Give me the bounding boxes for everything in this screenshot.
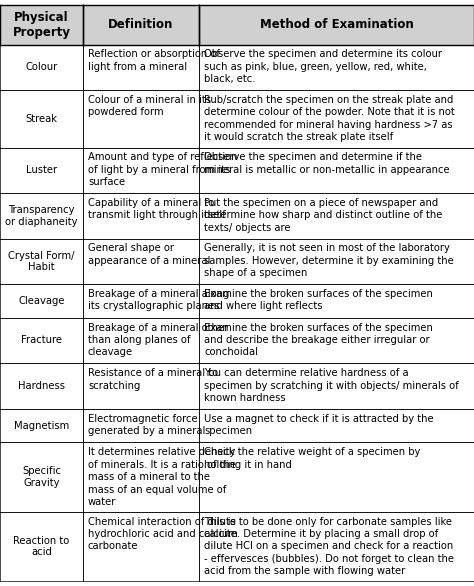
Bar bbox=[199, 318, 474, 363]
Bar bbox=[83, 284, 199, 318]
Text: Colour of a mineral in its
powdered form: Colour of a mineral in its powdered form bbox=[88, 95, 211, 117]
Text: Method of Examination: Method of Examination bbox=[260, 18, 413, 31]
Text: Check the relative weight of a specimen by
holding it in hand: Check the relative weight of a specimen … bbox=[204, 447, 420, 470]
Text: Breakage of a mineral other
than along planes of
cleavage: Breakage of a mineral other than along p… bbox=[88, 323, 228, 357]
Bar bbox=[0, 193, 83, 239]
Bar bbox=[0, 442, 83, 512]
Text: Colour: Colour bbox=[25, 62, 58, 72]
Bar bbox=[0, 318, 83, 363]
Text: Breakage of a mineral along
its crystallographic planes: Breakage of a mineral along its crystall… bbox=[88, 289, 229, 311]
Text: It determines relative density
of minerals. It is a ratio of the
mass of a miner: It determines relative density of minera… bbox=[88, 447, 236, 507]
Bar bbox=[83, 442, 199, 512]
Text: Magnetism: Magnetism bbox=[14, 421, 69, 431]
Bar bbox=[0, 363, 83, 409]
Bar bbox=[83, 409, 199, 442]
Text: Reflection or absorption of
light from a mineral: Reflection or absorption of light from a… bbox=[88, 49, 220, 72]
Text: Examine the broken surfaces of the specimen
and where light reflects: Examine the broken surfaces of the speci… bbox=[204, 289, 433, 311]
Text: Definition: Definition bbox=[109, 18, 173, 31]
Text: Chemical interaction of dilute
hydrochloric acid and calcium
carbonate: Chemical interaction of dilute hydrochlo… bbox=[88, 517, 237, 551]
Bar bbox=[0, 90, 83, 148]
Text: Fracture: Fracture bbox=[21, 335, 62, 346]
Bar bbox=[83, 45, 199, 90]
Bar bbox=[83, 239, 199, 284]
Text: Rub/scratch the specimen on the streak plate and
determine colour of the powder.: Rub/scratch the specimen on the streak p… bbox=[204, 95, 455, 142]
Text: Cleavage: Cleavage bbox=[18, 296, 65, 306]
Text: Examine the broken surfaces of the specimen
and describe the breakage either irr: Examine the broken surfaces of the speci… bbox=[204, 323, 433, 357]
Bar bbox=[0, 239, 83, 284]
Text: This is to be done only for carbonate samples like
calcite. Determine it by plac: This is to be done only for carbonate sa… bbox=[204, 517, 454, 576]
Text: Generally, it is not seen in most of the laboratory
samples. However, determine : Generally, it is not seen in most of the… bbox=[204, 243, 454, 278]
Text: Observe the specimen and determine if the
mineral is metallic or non-metallic in: Observe the specimen and determine if th… bbox=[204, 152, 450, 175]
Bar bbox=[0, 5, 83, 45]
Text: Specific
Gravity: Specific Gravity bbox=[22, 466, 61, 488]
Bar bbox=[199, 239, 474, 284]
Text: Reaction to
acid: Reaction to acid bbox=[13, 536, 70, 557]
Text: General shape or
appearance of a mineral: General shape or appearance of a mineral bbox=[88, 243, 210, 266]
Text: Resistance of a mineral to
scratching: Resistance of a mineral to scratching bbox=[88, 368, 218, 390]
Text: Hardness: Hardness bbox=[18, 381, 65, 391]
Bar bbox=[199, 512, 474, 581]
Bar bbox=[0, 45, 83, 90]
Bar bbox=[0, 512, 83, 581]
Bar bbox=[199, 363, 474, 409]
Bar bbox=[199, 284, 474, 318]
Text: Electromagnetic force
generated by a mineral: Electromagnetic force generated by a min… bbox=[88, 414, 205, 436]
Bar bbox=[199, 90, 474, 148]
Text: Use a magnet to check if it is attracted by the
specimen: Use a magnet to check if it is attracted… bbox=[204, 414, 434, 436]
Text: Transparency
or diaphaneity: Transparency or diaphaneity bbox=[5, 205, 78, 227]
Bar bbox=[0, 148, 83, 193]
Bar bbox=[83, 148, 199, 193]
Bar bbox=[199, 409, 474, 442]
Bar bbox=[199, 5, 474, 45]
Text: Capability of a mineral to
transmit light through itself: Capability of a mineral to transmit ligh… bbox=[88, 198, 226, 220]
Text: Crystal Form/
Habit: Crystal Form/ Habit bbox=[8, 250, 75, 272]
Text: Streak: Streak bbox=[26, 114, 57, 124]
Bar bbox=[199, 148, 474, 193]
Text: Put the specimen on a piece of newspaper and
determine how sharp and distinct ou: Put the specimen on a piece of newspaper… bbox=[204, 198, 442, 233]
Bar bbox=[199, 193, 474, 239]
Text: Physical
Property: Physical Property bbox=[12, 11, 71, 39]
Bar bbox=[83, 5, 199, 45]
Bar bbox=[83, 318, 199, 363]
Bar bbox=[0, 409, 83, 442]
Bar bbox=[0, 284, 83, 318]
Bar bbox=[83, 90, 199, 148]
Bar bbox=[83, 512, 199, 581]
Bar bbox=[199, 442, 474, 512]
Text: Observe the specimen and determine its colour
such as pink, blue, green, yellow,: Observe the specimen and determine its c… bbox=[204, 49, 442, 84]
Text: Luster: Luster bbox=[26, 165, 57, 175]
Bar bbox=[83, 193, 199, 239]
Text: Amount and type of reflection
of light by a mineral from its
surface: Amount and type of reflection of light b… bbox=[88, 152, 237, 187]
Bar bbox=[83, 363, 199, 409]
Text: You can determine relative hardness of a
specimen by scratching it with objects/: You can determine relative hardness of a… bbox=[204, 368, 459, 403]
Bar bbox=[199, 45, 474, 90]
